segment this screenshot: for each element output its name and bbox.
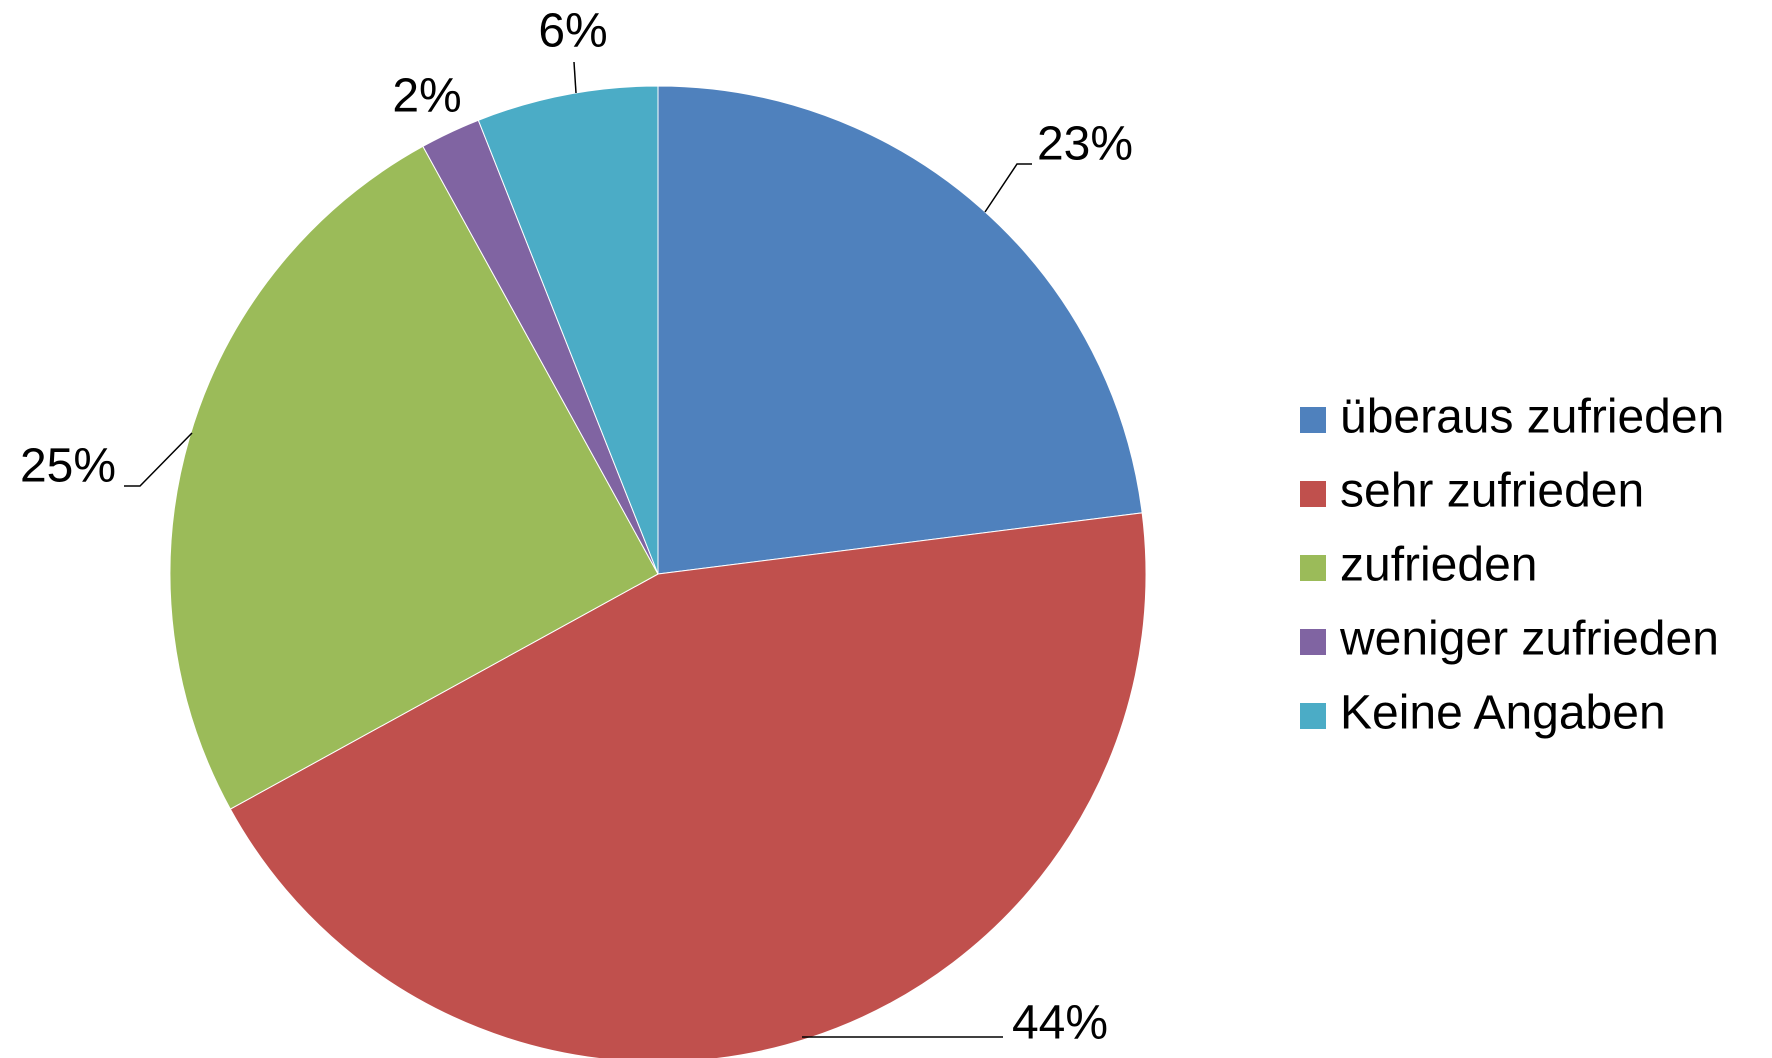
legend-label: Keine Angaben	[1340, 687, 1666, 740]
pie-slice	[477, 85, 659, 575]
legend-label: weniger zufrieden	[1339, 613, 1719, 666]
legend-swatch	[1300, 629, 1326, 655]
data-label: 23%	[1037, 118, 1133, 171]
leader-line	[984, 163, 1032, 213]
legend-label: zufrieden	[1340, 539, 1537, 592]
data-label: 2%	[392, 70, 461, 123]
legend-swatch	[1300, 481, 1326, 507]
legend-swatch	[1300, 407, 1326, 433]
legend-swatch	[1300, 555, 1326, 581]
pie-slice	[657, 85, 1143, 575]
legend-label: überaus zufrieden	[1340, 391, 1724, 444]
legend-swatch	[1300, 703, 1326, 729]
legend-label: sehr zufrieden	[1340, 465, 1644, 518]
pie-slice	[229, 512, 1147, 1058]
pie-slice	[169, 145, 659, 810]
leader-line	[124, 432, 193, 487]
data-label: 25%	[20, 440, 116, 493]
data-label: 44%	[1012, 997, 1108, 1050]
data-label: 6%	[538, 5, 607, 58]
leader-line	[573, 61, 577, 94]
